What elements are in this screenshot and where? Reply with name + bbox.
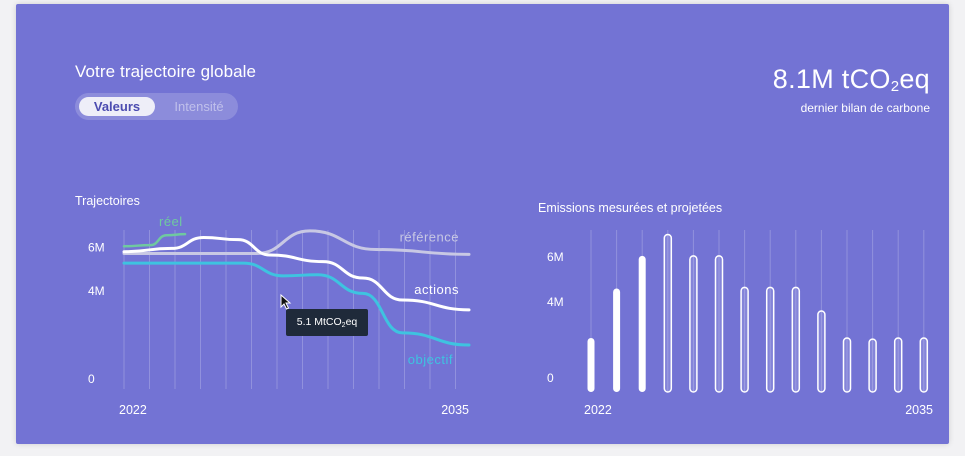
series-line-réel <box>122 232 187 248</box>
line-y-tick-label: 6M <box>88 240 105 254</box>
line-y-tick-label: 4M <box>88 284 105 298</box>
bar-projected <box>740 286 749 393</box>
bar-projected <box>714 255 724 393</box>
series-label-référence: référence <box>400 229 459 244</box>
value-tooltip: 5.1 MtCO2eq <box>286 309 368 336</box>
line-x-tick-label: 2035 <box>441 403 469 417</box>
page-title: Votre trajectoire globale <box>75 62 257 81</box>
mouse-cursor-icon <box>280 294 292 310</box>
kpi-value: 8.1M tCO2eq <box>772 64 930 95</box>
bar-projected <box>791 286 801 393</box>
toggle-intensite[interactable]: Intensité <box>174 99 224 114</box>
view-toggle[interactable]: Valeurs Intensité <box>75 93 238 120</box>
bar-y-tick-label: 6M <box>547 250 564 264</box>
bar-projected <box>689 255 698 393</box>
bar-projected <box>817 310 826 393</box>
line-chart-title: Trajectoires <box>75 194 140 208</box>
bar-projected <box>663 233 673 393</box>
bar-measured <box>613 288 621 392</box>
bar-measured <box>638 255 646 392</box>
bar-projected <box>842 337 852 393</box>
bar-y-tick-label: 4M <box>547 295 564 309</box>
line-x-tick-label: 2022 <box>119 403 147 417</box>
bar-projected <box>765 286 775 393</box>
series-line-référence <box>122 229 471 256</box>
bar-x-tick-label: 2035 <box>905 403 933 417</box>
series-line-actions <box>122 235 471 312</box>
series-label-actions: actions <box>414 282 459 297</box>
bar-projected <box>919 337 929 393</box>
bar-x-tick-label: 2022 <box>584 403 612 417</box>
kpi-label: dernier bilan de carbone <box>800 101 930 115</box>
trajectory-card: Votre trajectoire globale Valeurs Intens… <box>16 4 949 444</box>
series-line-objectif <box>122 261 471 347</box>
series-label-objectif: objectif <box>408 352 453 367</box>
bar-chart-title: Emissions mesurées et projetées <box>538 201 723 215</box>
series-label-réel: réel <box>159 214 183 229</box>
bar-projected <box>868 338 877 393</box>
line-chart: 0 4M 6M 2022 2035 réel référence actions objecti… <box>88 214 933 417</box>
bar-y-tick-label: 0 <box>547 371 554 385</box>
bar-projected <box>893 337 903 393</box>
bar-measured <box>587 338 595 392</box>
toggle-valeurs[interactable]: Valeurs <box>79 97 155 116</box>
line-y-tick-label: 0 <box>88 372 95 386</box>
